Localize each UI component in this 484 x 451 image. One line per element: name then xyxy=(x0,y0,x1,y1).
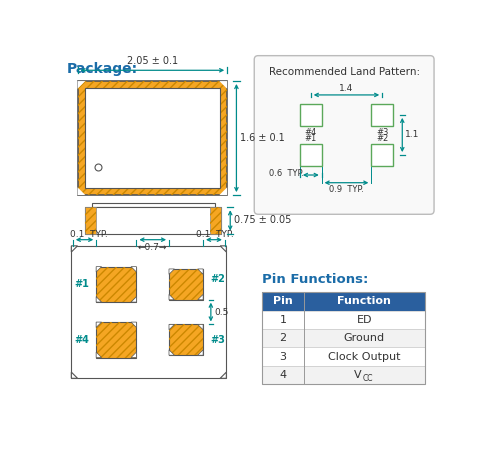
Bar xyxy=(262,329,425,347)
Text: Function: Function xyxy=(337,296,391,306)
Bar xyxy=(77,81,227,195)
Polygon shape xyxy=(169,269,174,274)
Polygon shape xyxy=(169,350,174,355)
Polygon shape xyxy=(77,187,85,195)
Text: Pin: Pin xyxy=(273,296,293,306)
Polygon shape xyxy=(131,297,136,302)
Polygon shape xyxy=(197,350,203,355)
Bar xyxy=(371,144,393,166)
Polygon shape xyxy=(219,187,227,195)
Bar xyxy=(262,347,425,366)
Polygon shape xyxy=(71,372,77,378)
Bar xyxy=(262,292,425,384)
Text: 0.75 ± 0.05: 0.75 ± 0.05 xyxy=(234,216,291,226)
Text: ←0.7→: ←0.7→ xyxy=(138,243,167,252)
Polygon shape xyxy=(131,322,136,327)
Text: Pin Functions:: Pin Functions: xyxy=(262,273,368,286)
Bar xyxy=(91,203,215,207)
Polygon shape xyxy=(131,267,136,272)
Text: #4: #4 xyxy=(305,128,317,137)
Bar xyxy=(96,322,136,358)
Text: 1.1: 1.1 xyxy=(406,130,420,139)
Text: #4: #4 xyxy=(75,335,90,345)
Bar xyxy=(210,207,221,234)
Text: ED: ED xyxy=(357,315,372,325)
Polygon shape xyxy=(219,81,227,89)
Text: 1: 1 xyxy=(279,315,287,325)
Polygon shape xyxy=(131,352,136,358)
Text: 2: 2 xyxy=(279,333,287,343)
Bar xyxy=(77,81,227,195)
Text: #2: #2 xyxy=(210,274,225,284)
Text: #1: #1 xyxy=(305,133,317,143)
Bar xyxy=(300,104,322,126)
Bar xyxy=(85,207,96,234)
Text: Recommended Land Pattern:: Recommended Land Pattern: xyxy=(269,67,420,77)
Text: V: V xyxy=(354,370,361,380)
Text: 2.05 ± 0.1: 2.05 ± 0.1 xyxy=(127,56,178,66)
Polygon shape xyxy=(77,81,85,89)
Polygon shape xyxy=(169,324,174,330)
Polygon shape xyxy=(96,267,102,272)
Bar xyxy=(210,207,221,234)
Polygon shape xyxy=(197,324,203,330)
Polygon shape xyxy=(96,322,102,327)
Bar xyxy=(169,269,203,300)
Text: CC: CC xyxy=(363,374,373,383)
Text: 0.1  TYP.: 0.1 TYP. xyxy=(70,230,107,239)
Bar xyxy=(96,267,136,302)
Bar xyxy=(169,324,203,355)
Polygon shape xyxy=(71,246,77,252)
Text: #1: #1 xyxy=(75,279,90,290)
Bar xyxy=(262,311,425,329)
Bar xyxy=(85,88,220,188)
Bar xyxy=(85,207,96,234)
Polygon shape xyxy=(169,295,174,300)
Bar xyxy=(169,269,203,300)
Text: 1.4: 1.4 xyxy=(339,83,354,92)
Polygon shape xyxy=(220,246,227,252)
Text: Clock Output: Clock Output xyxy=(328,352,401,362)
Text: 0.5: 0.5 xyxy=(214,308,228,317)
Bar xyxy=(71,246,227,378)
Bar xyxy=(262,366,425,384)
Text: 1.6 ± 0.1: 1.6 ± 0.1 xyxy=(240,133,285,143)
Polygon shape xyxy=(197,295,203,300)
Text: 0.1  TYP.: 0.1 TYP. xyxy=(197,230,234,239)
Text: 0.9  TYP.: 0.9 TYP. xyxy=(329,185,364,194)
Polygon shape xyxy=(197,269,203,274)
Text: #3: #3 xyxy=(376,128,388,137)
Text: #3: #3 xyxy=(210,335,225,345)
Bar xyxy=(300,144,322,166)
Bar xyxy=(85,207,221,234)
Polygon shape xyxy=(96,297,102,302)
Bar xyxy=(371,104,393,126)
Bar xyxy=(96,322,136,358)
Text: Package:: Package: xyxy=(67,62,138,76)
Text: Ground: Ground xyxy=(344,333,385,343)
Text: 3: 3 xyxy=(279,352,287,362)
Text: #2: #2 xyxy=(376,133,388,143)
Bar xyxy=(169,324,203,355)
Bar xyxy=(262,292,425,311)
FancyBboxPatch shape xyxy=(254,55,434,214)
Polygon shape xyxy=(220,372,227,378)
Text: 0.6  TYP.: 0.6 TYP. xyxy=(269,169,304,178)
Polygon shape xyxy=(96,352,102,358)
Text: 4: 4 xyxy=(279,370,287,380)
Bar xyxy=(96,267,136,302)
